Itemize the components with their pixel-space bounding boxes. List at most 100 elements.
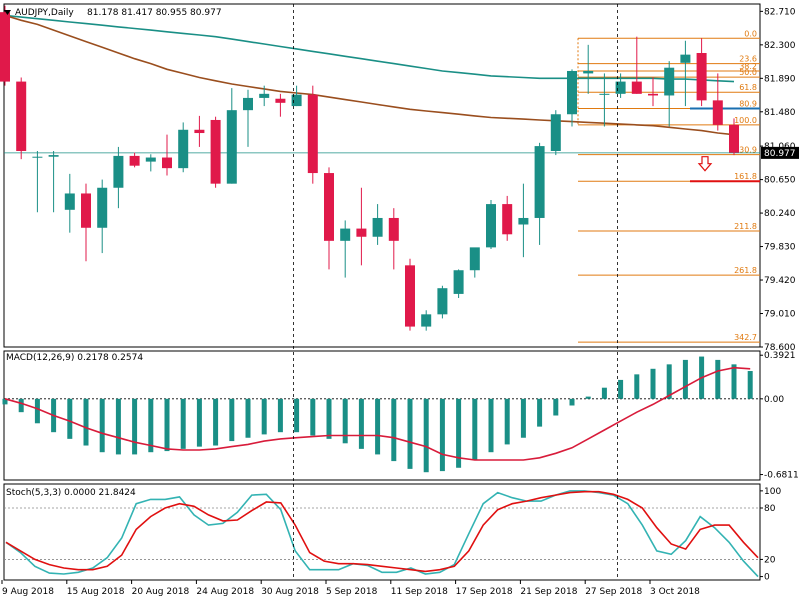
candle (388, 208, 399, 270)
macd-bar (164, 398, 170, 452)
last-price-label: 80.977 (764, 149, 796, 159)
candle (0, 5, 10, 86)
candle (567, 69, 577, 127)
time-tick-label: 27 Sep 2018 (585, 587, 642, 597)
candle (664, 61, 675, 127)
candle-body (97, 187, 108, 228)
candle (437, 285, 448, 319)
candle (696, 38, 707, 107)
price-tick-label: 82.300 (764, 41, 796, 51)
ma-slow-line (4, 14, 735, 136)
macd-bar (585, 396, 591, 399)
candle-body (680, 54, 691, 63)
macd-bar (375, 398, 381, 455)
candle-body (729, 124, 739, 153)
macd-bar (213, 398, 219, 446)
macd-bar (391, 398, 397, 462)
panel-frame (3, 483, 761, 581)
candle (307, 85, 318, 184)
fib-label: 23.6 (739, 55, 757, 64)
fib-label: 38.2 (739, 62, 757, 71)
candle (194, 115, 205, 147)
candle-body (0, 12, 10, 82)
candle (340, 220, 351, 278)
macd-bar (310, 398, 316, 436)
time-axis: 9 Aug 2018 15 Aug 2018 20 Aug 2018 24 Aug 2… (1, 580, 700, 597)
fib-label: 61.8 (739, 83, 757, 92)
candle-body (356, 228, 367, 237)
price-tick-label: 79.010 (764, 310, 796, 320)
candle-body (405, 265, 415, 327)
candle-body (324, 173, 334, 241)
time-tick-label: 15 Aug 2018 (67, 587, 125, 597)
macd-bar (2, 398, 8, 405)
macd-bar (115, 398, 121, 455)
stoch-tick-label: 80 (764, 504, 776, 514)
macd-bar (180, 398, 186, 449)
candle-body (194, 129, 205, 134)
macd-bar (245, 398, 251, 438)
fib-label: 50.0 (739, 68, 757, 77)
candle-body (388, 217, 399, 241)
candle (48, 151, 59, 213)
macd-bar (488, 398, 494, 453)
macd-bar (747, 371, 753, 399)
candle (550, 110, 561, 156)
macd-bar (294, 398, 300, 433)
stoch-title: Stoch(5,3,3) 0.0000 21.8424 (6, 488, 136, 498)
candle-body (615, 81, 626, 94)
macd-bar (18, 398, 24, 413)
candle (486, 200, 496, 249)
vertical-separators (293, 4, 618, 580)
ma-fast-line (4, 14, 735, 83)
candle-body (664, 67, 675, 96)
candle (32, 151, 43, 213)
ohlc-label: 81.178 81.417 80.955 80.977 (87, 8, 222, 18)
candle-body (64, 193, 75, 210)
macd-bar (67, 398, 73, 439)
macd-tick-label: 0.00 (764, 395, 784, 405)
candle-body (178, 129, 189, 169)
macd-signal-line (4, 366, 751, 461)
candle (243, 89, 253, 147)
candle-body (210, 119, 221, 184)
candle (210, 116, 221, 188)
fib-label: 130.9 (734, 146, 757, 155)
candle-body (275, 98, 286, 103)
candle-body (162, 157, 172, 169)
price-tick-label: 80.650 (764, 176, 796, 186)
macd-bar (99, 398, 105, 453)
macd-bar (407, 398, 413, 469)
stoch-tick-label: 20 (764, 555, 776, 565)
candle-body (453, 270, 464, 294)
fib-label: 342.7 (734, 333, 757, 342)
candle-body (145, 157, 156, 162)
candle (534, 142, 545, 245)
time-tick-label: 11 Sep 2018 (391, 587, 448, 597)
fib-label: 211.8 (734, 222, 757, 231)
stoch-main-line (5, 490, 759, 578)
candle-body (469, 247, 480, 271)
candle (599, 73, 610, 127)
candle (81, 183, 91, 262)
candle (729, 118, 739, 156)
candle-body (550, 114, 561, 151)
symbol-label: AUDJPY,Daily (15, 8, 74, 18)
candle (226, 88, 237, 184)
price-panel: 0.0 23.638.250.0 61.8 80.9 100.0 130.9 161.8 21… (0, 5, 799, 353)
time-tick-label: 21 Sep 2018 (520, 587, 577, 597)
candle (178, 122, 189, 173)
chevron-down-icon[interactable] (4, 10, 11, 15)
price-tick-label: 81.890 (764, 74, 796, 84)
price-tick-label: 80.240 (764, 209, 796, 219)
fib-label: 161.8 (734, 172, 757, 181)
macd-bar (569, 398, 575, 406)
candle (615, 73, 626, 98)
candle-body (340, 228, 351, 241)
candle (518, 183, 529, 258)
macd-panel: 0.3921 0.00 -0.6811 (2, 351, 799, 481)
candle-body (502, 204, 513, 235)
candle (275, 93, 286, 117)
